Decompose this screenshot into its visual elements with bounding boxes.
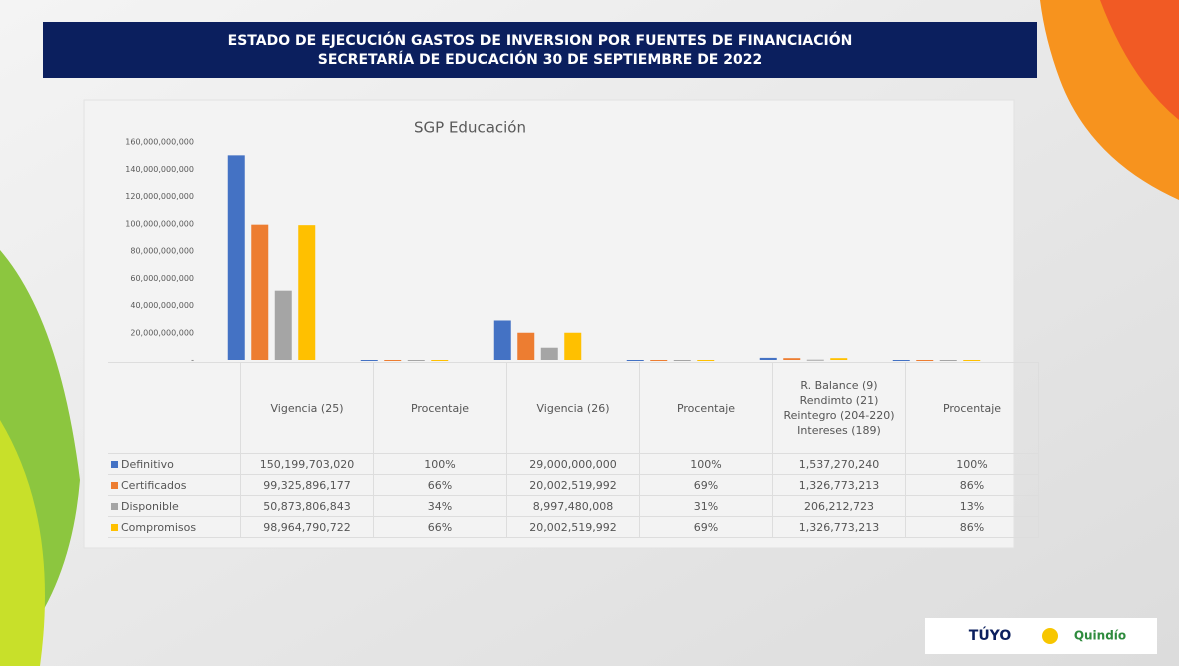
bar bbox=[963, 360, 980, 361]
data-label: 86% bbox=[906, 517, 1039, 538]
data-label: 1,537,270,240 bbox=[773, 454, 906, 475]
data-label: 50,873,806,843 bbox=[241, 496, 374, 517]
chart: ESTADO DE EJECUCIÓN GASTOS DE INVERSION … bbox=[0, 0, 1179, 666]
data-label: 98,964,790,722 bbox=[241, 517, 374, 538]
logo-seal bbox=[1042, 628, 1058, 644]
legend-swatch bbox=[111, 461, 118, 468]
bar bbox=[275, 291, 292, 360]
data-label: 100% bbox=[374, 454, 507, 475]
bar bbox=[940, 360, 957, 361]
data-label: 150,199,703,020 bbox=[241, 454, 374, 475]
bar bbox=[517, 333, 534, 360]
bar bbox=[697, 360, 714, 361]
legend-swatch bbox=[111, 503, 118, 510]
legend-label: Definitivo bbox=[121, 458, 174, 471]
banner-subtitle: SECRETARÍA DE EDUCACIÓN 30 DE SEPTIEMBRE… bbox=[318, 50, 762, 68]
slide: ESTADO DE EJECUCIÓN GASTOS DE INVERSION … bbox=[0, 0, 1179, 666]
legend-swatch bbox=[111, 524, 118, 531]
bar bbox=[298, 225, 315, 360]
data-label: 86% bbox=[906, 475, 1039, 496]
y-tick-label: 60,000,000,000 bbox=[130, 274, 194, 283]
bar bbox=[783, 358, 800, 360]
logo: Quindío bbox=[1074, 629, 1126, 643]
legend-label: Certificados bbox=[121, 479, 187, 492]
legend-swatch bbox=[111, 482, 118, 489]
x-tick-label: R. Balance (9) Rendimto (21) Reintegro (… bbox=[773, 363, 906, 454]
legend-entry: Definitivo bbox=[108, 454, 241, 475]
bar bbox=[807, 360, 824, 361]
banner-title: ESTADO DE EJECUCIÓN GASTOS DE INVERSION … bbox=[228, 31, 853, 49]
y-tick-label: 140,000,000,000 bbox=[125, 165, 194, 174]
data-label: 69% bbox=[640, 517, 773, 538]
x-tick-label: Procentaje bbox=[906, 363, 1039, 454]
y-tick-label: 80,000,000,000 bbox=[130, 247, 194, 256]
bar bbox=[650, 360, 667, 361]
bar bbox=[408, 360, 425, 361]
data-label: 69% bbox=[640, 475, 773, 496]
bar bbox=[251, 225, 268, 360]
x-tick-label: Procentaje bbox=[640, 363, 773, 454]
table-corner bbox=[108, 363, 241, 454]
y-tick-label: 20,000,000,000 bbox=[130, 328, 194, 337]
bar bbox=[494, 320, 511, 360]
legend-label: Disponible bbox=[121, 500, 179, 513]
bar bbox=[760, 358, 777, 360]
y-tick-label: 100,000,000,000 bbox=[125, 219, 194, 228]
data-label: 1,326,773,213 bbox=[773, 517, 906, 538]
x-tick-label: Procentaje bbox=[374, 363, 507, 454]
y-tick-label: 120,000,000,000 bbox=[125, 192, 194, 201]
data-label: 20,002,519,992 bbox=[507, 475, 640, 496]
bar bbox=[228, 155, 245, 360]
legend-entry: Disponible bbox=[108, 496, 241, 517]
data-label: 206,212,723 bbox=[773, 496, 906, 517]
data-label: 29,000,000,000 bbox=[507, 454, 640, 475]
legend-entry: Certificados bbox=[108, 475, 241, 496]
data-label: 66% bbox=[374, 475, 507, 496]
logo: TÚYO bbox=[969, 626, 1012, 644]
bar bbox=[361, 360, 378, 361]
legend-label: Compromisos bbox=[121, 521, 196, 534]
x-tick-label: Vigencia (26) bbox=[507, 363, 640, 454]
data-label: 8,997,480,008 bbox=[507, 496, 640, 517]
data-label: 1,326,773,213 bbox=[773, 475, 906, 496]
bar bbox=[564, 333, 581, 360]
banner bbox=[43, 22, 1037, 78]
bar bbox=[916, 360, 933, 361]
x-tick-label: Vigencia (25) bbox=[241, 363, 374, 454]
data-label: 13% bbox=[906, 496, 1039, 517]
bar bbox=[627, 360, 644, 361]
data-label: 20,002,519,992 bbox=[507, 517, 640, 538]
bar bbox=[893, 360, 910, 361]
y-tick-label: 160,000,000,000 bbox=[125, 138, 194, 147]
bar bbox=[431, 360, 448, 361]
chart-title: SGP Educación bbox=[414, 119, 526, 137]
data-label: 34% bbox=[374, 496, 507, 517]
data-label: 66% bbox=[374, 517, 507, 538]
data-label: 100% bbox=[906, 454, 1039, 475]
data-label: 31% bbox=[640, 496, 773, 517]
data-label: 100% bbox=[640, 454, 773, 475]
data-label: 99,325,896,177 bbox=[241, 475, 374, 496]
bar bbox=[674, 360, 691, 361]
legend-entry: Compromisos bbox=[108, 517, 241, 538]
bar bbox=[541, 348, 558, 360]
y-tick-label: 40,000,000,000 bbox=[130, 301, 194, 310]
bar bbox=[830, 358, 847, 360]
bar bbox=[384, 360, 401, 361]
